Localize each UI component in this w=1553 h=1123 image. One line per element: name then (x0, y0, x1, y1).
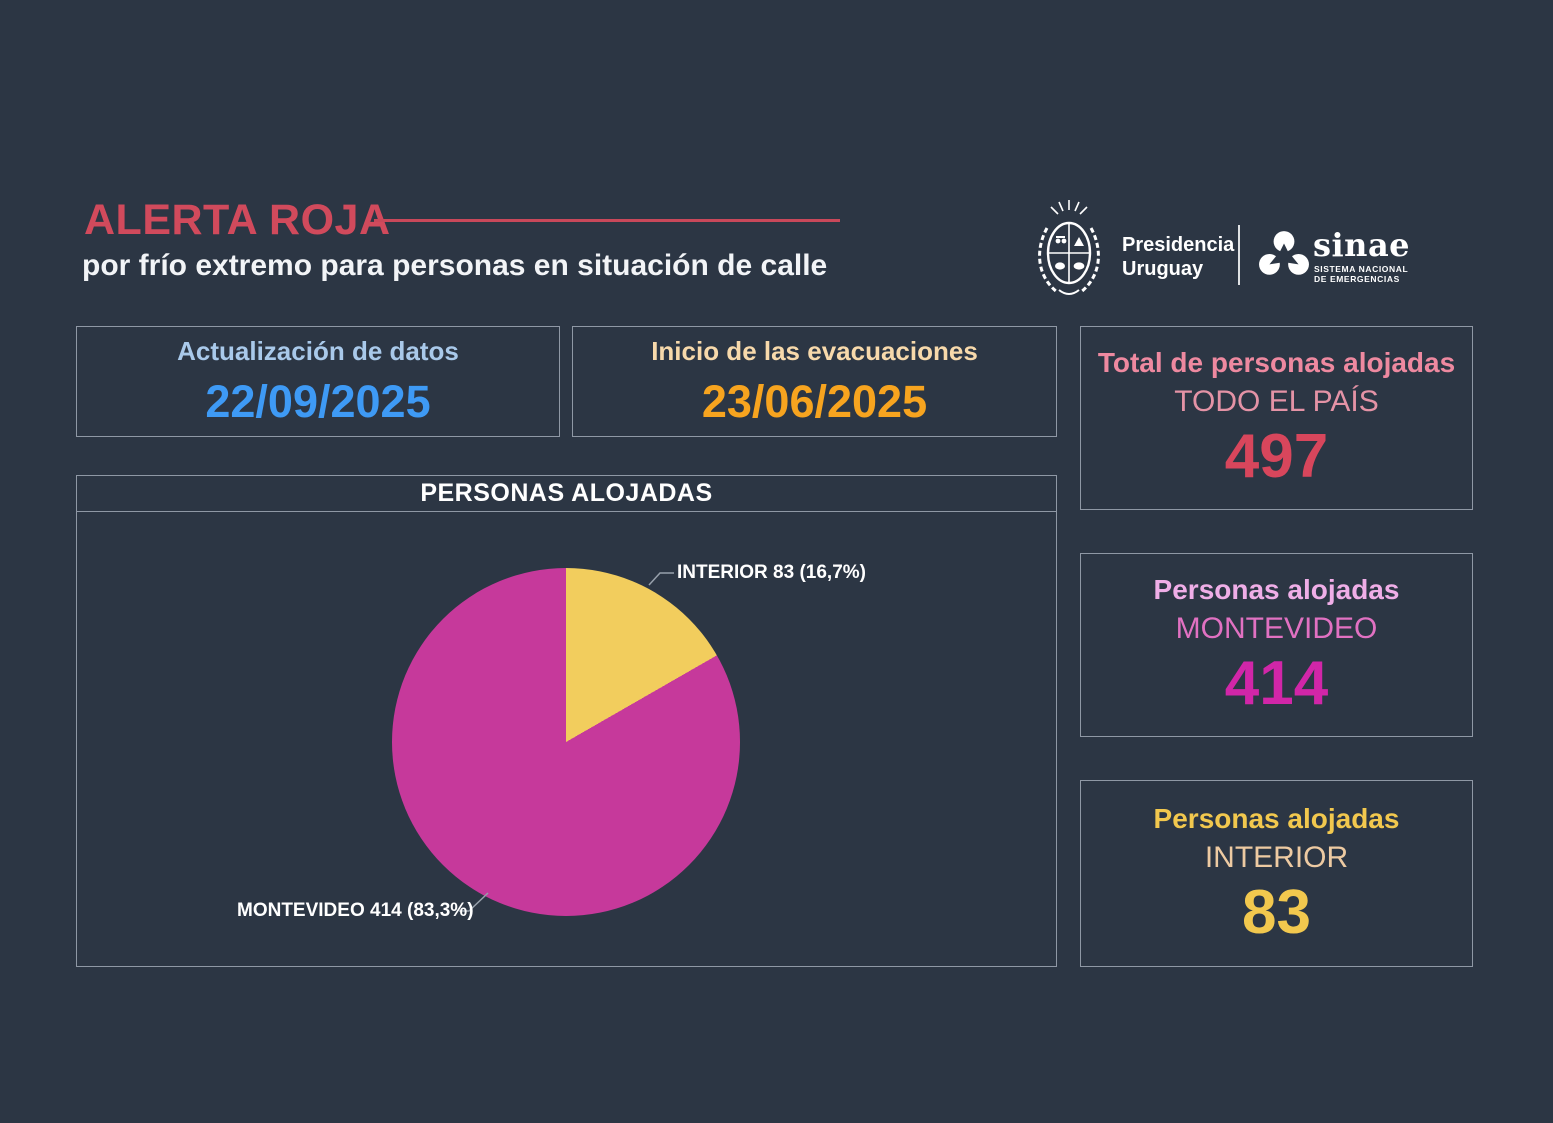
page-subtitle: por frío extremo para personas en situac… (82, 249, 828, 282)
stat-box-interior: Personas alojadas INTERIOR 83 (1080, 780, 1473, 967)
chart-panel-body: INTERIOR 83 (16,7%) MONTEVIDEO 414 (83,3… (76, 511, 1057, 967)
sinae-logo-icon (1259, 231, 1309, 275)
sinae-tagline-line1: SISTEMA NACIONAL (1314, 264, 1409, 274)
stat-montevideo-label: Personas alojadas (1153, 574, 1400, 605)
stat-total-region: TODO EL PAÍS (1174, 385, 1379, 418)
uruguay-coat-of-arms-logo (1038, 200, 1100, 295)
page-title: ALERTA ROJA (84, 196, 391, 244)
chart-panel-title: PERSONAS ALOJADAS (420, 479, 713, 507)
title-accent-line (374, 219, 840, 222)
stat-box-total: Total de personas alojadas TODO EL PAÍS … (1080, 326, 1473, 510)
sinae-tagline: SISTEMA NACIONAL DE EMERGENCIAS (1314, 264, 1408, 284)
evacuation-start-label: Inicio de las evacuaciones (651, 335, 978, 366)
pie-chart (392, 568, 740, 916)
sun-rays-icon (1050, 200, 1088, 215)
sinae-tagline-line2: DE EMERGENCIAS (1314, 274, 1400, 284)
chart-panel-header: PERSONAS ALOJADAS (76, 475, 1057, 512)
stat-total-value: 497 (1224, 422, 1329, 491)
data-update-date: 22/09/2025 (205, 375, 431, 427)
stat-interior-value: 83 (1242, 877, 1311, 947)
stat-montevideo-region: MONTEVIDEO (1175, 612, 1378, 645)
evacuation-start-box: Inicio de las evacuaciones 23/06/2025 (572, 326, 1057, 437)
stat-total-label: Total de personas alojadas (1097, 347, 1456, 378)
stat-box-montevideo: Personas alojadas MONTEVIDEO 414 (1080, 553, 1473, 737)
pie-label-interior: INTERIOR 83 (16,7%) (677, 562, 866, 583)
presidencia-line1: Presidencia (1122, 234, 1235, 256)
evacuation-start-date: 23/06/2025 (701, 375, 928, 427)
stat-montevideo-value: 414 (1224, 649, 1329, 718)
stat-interior-region: INTERIOR (1204, 840, 1349, 874)
data-update-label: Actualización de datos (177, 335, 459, 366)
stat-interior-label: Personas alojadas (1153, 802, 1400, 834)
pie-callout-leader-lines (459, 572, 674, 912)
presidencia-uruguay-wordmark: Presidencia Uruguay (1122, 233, 1234, 281)
logo-divider (1238, 225, 1240, 285)
presidencia-line2: Uruguay (1122, 258, 1204, 280)
sinae-wordmark: sinae (1313, 226, 1411, 264)
data-update-box: Actualización de datos 22/09/2025 (76, 326, 560, 437)
pie-label-montevideo: MONTEVIDEO 414 (83,3%) (237, 900, 474, 921)
